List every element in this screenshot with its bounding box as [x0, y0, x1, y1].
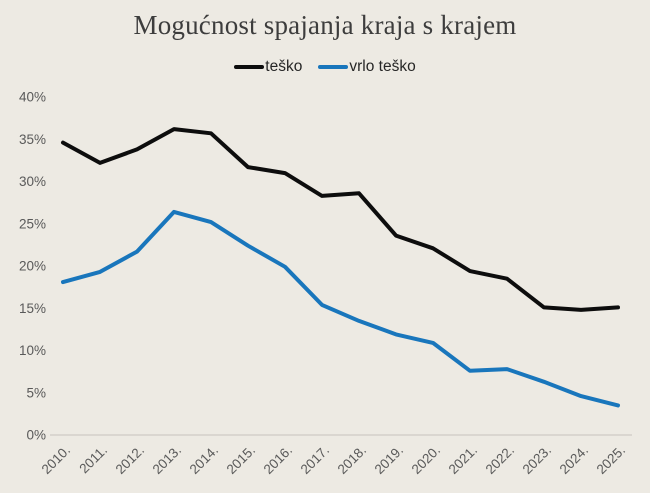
x-axis-tick-label: 2017.	[298, 443, 333, 478]
y-axis-tick-label: 15%	[19, 301, 46, 316]
x-axis-tick-label: 2020.	[409, 443, 444, 478]
y-axis-tick-label: 10%	[19, 343, 46, 358]
x-axis-tick-label: 2022.	[483, 443, 518, 478]
y-axis-tick-label: 20%	[19, 259, 46, 274]
x-axis-tick-label: 2012.	[113, 443, 148, 478]
y-axis-tick-label: 40%	[19, 90, 46, 105]
y-axis-tick-label: 5%	[26, 385, 46, 400]
x-axis-tick-label: 2011.	[76, 443, 110, 477]
x-axis-tick-label: 2015.	[224, 443, 259, 478]
x-axis-tick-label: 2019.	[372, 443, 407, 478]
x-axis-tick-label: 2010.	[39, 443, 74, 478]
x-axis-tick-label: 2018.	[335, 443, 370, 478]
series-line-vrlo-tesko	[61, 209, 620, 408]
x-axis-tick-label: 2014.	[187, 443, 222, 478]
legend: teško vrlo teško	[0, 58, 650, 76]
legend-item-vrlo-tesko: vrlo teško	[318, 58, 416, 76]
x-axis-tick-label: 2024.	[557, 443, 592, 478]
x-axis-tick-label: 2021.	[446, 443, 481, 478]
y-axis-tick-label: 0%	[26, 428, 46, 443]
x-axis-tick-label: 2023.	[520, 443, 555, 478]
legend-swatch-vrlo-tesko-icon	[318, 64, 349, 70]
legend-label-tesko: teško	[265, 58, 303, 75]
x-axis-tick-label: 2016.	[261, 443, 296, 478]
legend-label-vrlo-tesko: vrlo teško	[349, 58, 416, 75]
x-axis-tick-label: 2025.	[594, 443, 629, 478]
y-axis-tick-label: 30%	[19, 174, 46, 189]
y-axis-tick-label: 35%	[19, 132, 46, 147]
x-axis-tick-label: 2013.	[150, 443, 185, 478]
series-line-tesko	[61, 127, 620, 312]
legend-item-tesko: teško	[234, 58, 302, 76]
chart-title: Mogućnost spajanja kraja s krajem	[133, 10, 517, 40]
legend-swatch-tesko-icon	[234, 64, 265, 70]
y-axis-tick-label: 25%	[19, 216, 46, 231]
